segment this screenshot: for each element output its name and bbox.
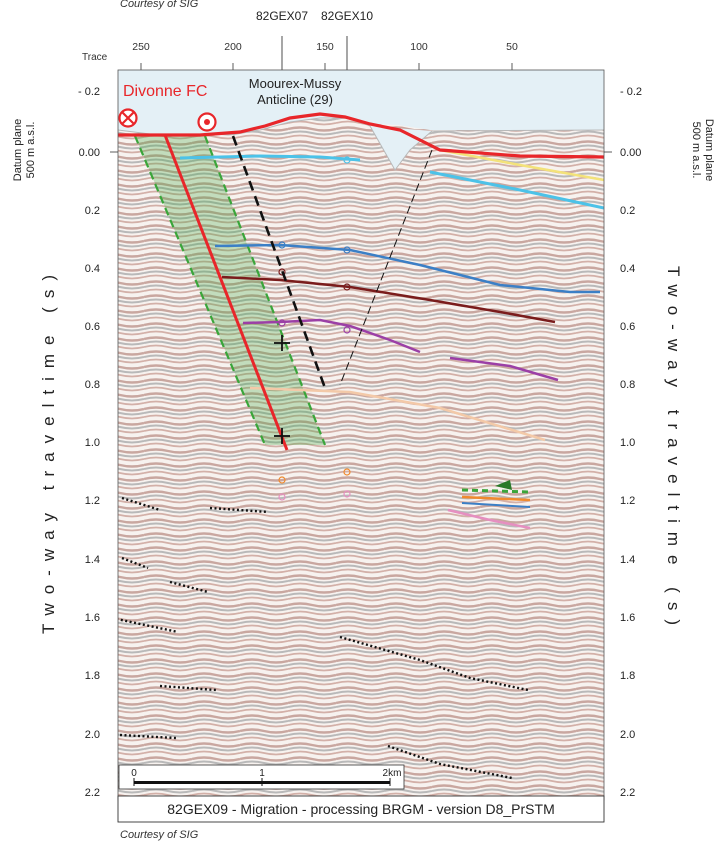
right-tick-02: 0.2 (620, 205, 635, 217)
horizon-pink (447, 508, 531, 530)
trace-tick-marks (140, 63, 513, 70)
red-top-horizon (118, 112, 604, 159)
trace-tick-150: 150 (316, 41, 334, 53)
horizon-blue (214, 243, 600, 294)
horizon-yellow (439, 148, 604, 182)
sky-area (118, 70, 604, 136)
left-axis-title: Two-way traveltime (s) (39, 266, 58, 634)
datum-right-line2: 500 m a.s.l. (690, 122, 702, 179)
black-fault-dashed (231, 135, 327, 389)
left-tick-18: 1.8 (85, 670, 100, 682)
left-tick-000: 0.00 (79, 147, 100, 159)
left-tick-08: 0.8 (85, 379, 100, 391)
right-axis-title: Two-way traveltime (s) (664, 266, 683, 634)
fault-label: Divonne FC (123, 83, 207, 100)
left-tick-22: 2.2 (85, 787, 100, 799)
well-label-82gex10: 82GEX10 (321, 9, 373, 23)
black-fault-thin (339, 149, 433, 386)
anticline-label-line1: Moourex-Mussy (249, 76, 342, 91)
horizon-purple (242, 318, 421, 354)
left-tick-06: 0.6 (85, 321, 100, 333)
right-time-axis: - 0.2 0.00 0.2 0.4 0.6 0.8 1.0 1.2 1.4 1… (620, 86, 642, 799)
divonne-fault-line (163, 134, 289, 451)
scale-bar: 0 1 2km (118, 764, 405, 790)
horizon-cyan-right (429, 170, 604, 210)
green-fault-zone (135, 136, 325, 445)
left-tick-02: 0.2 (85, 205, 100, 217)
caption-box (117, 795, 605, 823)
right-tick-08: 0.8 (620, 379, 635, 391)
datum-left-line2: 500 m a.s.l. (25, 122, 37, 179)
left-tick-16: 1.6 (85, 612, 100, 624)
right-tick-000: 0.00 (620, 147, 641, 159)
courtesy-top: Courtesy of SIG (120, 0, 199, 10)
left-tick-m02: - 0.2 (78, 86, 100, 98)
right-tick-12: 1.2 (620, 495, 635, 507)
horizon-darkred (221, 275, 556, 324)
left-tick-12: 1.2 (85, 495, 100, 507)
courtesy-bottom: Courtesy of SIG (120, 829, 199, 841)
left-time-axis: - 0.2 0.00 0.2 0.4 0.6 0.8 1.0 1.2 1.4 1… (78, 86, 100, 799)
datum-left-line1: Datum plane (12, 119, 24, 181)
right-tick-16: 1.6 (620, 612, 635, 624)
green-fault-right (203, 135, 327, 446)
right-tick-22: 2.2 (620, 787, 635, 799)
horizon-peach (249, 386, 546, 442)
scale-tick-1: 1 (259, 768, 265, 779)
thrust-marker-symbol (461, 480, 531, 508)
left-tick-14: 1.4 (85, 554, 100, 566)
right-tick-10: 1.0 (620, 437, 635, 449)
trace-tick-50: 50 (506, 41, 518, 53)
scale-tick-0: 0 (131, 768, 137, 779)
right-tick-06: 0.6 (620, 321, 635, 333)
deep-dotted-reflectors (118, 496, 529, 780)
fault-symbol-away (118, 108, 138, 128)
left-tick-04: 0.4 (85, 263, 100, 275)
right-tick-20: 2.0 (620, 729, 635, 741)
trace-axis-label: Trace (82, 52, 108, 63)
trace-tick-100: 100 (410, 41, 428, 53)
anticline-label-line2: Anticline (29) (257, 92, 333, 107)
plus-markers (274, 335, 290, 444)
horizon-purple-right (449, 356, 559, 382)
fault-symbol-toward (197, 112, 217, 132)
well-horizon-markers (278, 156, 351, 501)
right-tick-m02: - 0.2 (620, 86, 642, 98)
caption-text: 82GEX09 - Migration - processing BRGM - … (167, 801, 554, 817)
right-tick-04: 0.4 (620, 263, 635, 275)
right-tick-18: 1.8 (620, 670, 635, 682)
trace-tick-250: 250 (132, 41, 150, 53)
right-tick-14: 1.4 (620, 554, 635, 566)
scale-tick-2km: 2km (383, 768, 402, 779)
well-label-82gex07: 82GEX07 (256, 9, 308, 23)
horizon-cyan-left (179, 154, 361, 162)
trace-tick-200: 200 (224, 41, 242, 53)
left-tick-10: 1.0 (85, 437, 100, 449)
left-tick-20: 2.0 (85, 729, 100, 741)
datum-right-line1: Datum plane (703, 119, 715, 181)
green-fault-left (133, 135, 267, 446)
